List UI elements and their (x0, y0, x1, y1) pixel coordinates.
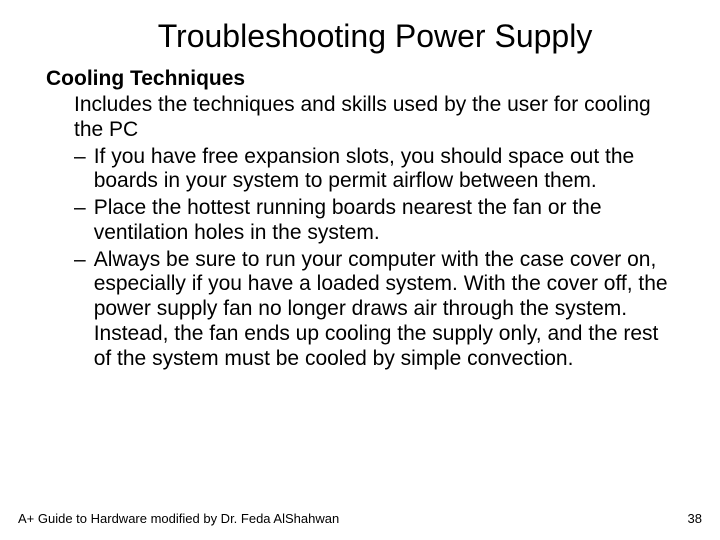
page-number: 38 (688, 511, 702, 526)
dash-marker: – (74, 196, 94, 246)
list-item: – Always be sure to run your computer wi… (74, 248, 680, 372)
bullet-text: Place the hottest running boards nearest… (94, 196, 680, 246)
bullet-text: Always be sure to run your computer with… (94, 248, 680, 372)
slide-content: Cooling Techniques Includes the techniqu… (40, 67, 680, 371)
slide-title: Troubleshooting Power Supply (40, 18, 680, 55)
intro-text: Includes the techniques and skills used … (46, 93, 680, 143)
list-item: – If you have free expansion slots, you … (74, 145, 680, 195)
dash-marker: – (74, 145, 94, 195)
bullet-text: If you have free expansion slots, you sh… (94, 145, 680, 195)
list-item: – Place the hottest running boards neare… (74, 196, 680, 246)
bullet-list: – If you have free expansion slots, you … (46, 145, 680, 372)
footer-source: A+ Guide to Hardware modified by Dr. Fed… (18, 511, 339, 526)
subheading: Cooling Techniques (46, 67, 680, 91)
footer: A+ Guide to Hardware modified by Dr. Fed… (18, 511, 702, 526)
dash-marker: – (74, 248, 94, 372)
slide-container: Troubleshooting Power Supply Cooling Tec… (0, 0, 720, 540)
